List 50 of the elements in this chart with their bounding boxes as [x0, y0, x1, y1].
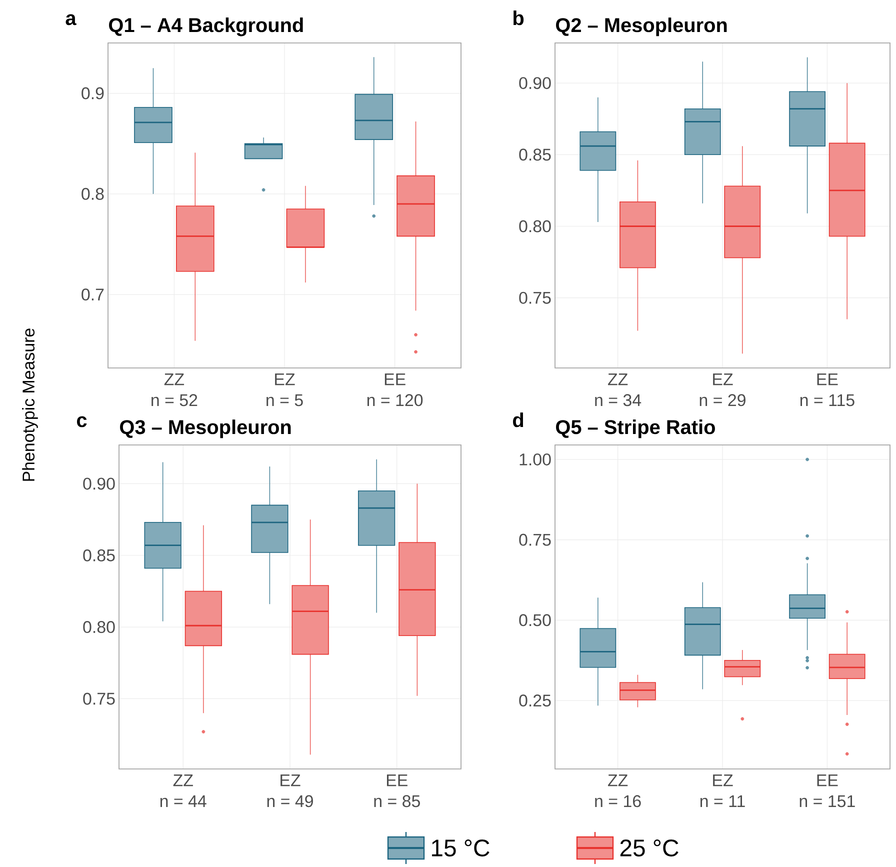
text: n = 16: [595, 795, 641, 808]
y-tick-label: 0.8: [82, 188, 104, 200]
y-tick-label: 0.85: [519, 148, 551, 161]
legend-label: 15 °C: [432, 840, 490, 856]
text: n = 44: [160, 795, 206, 807]
x-tick-label: ZZ: [608, 774, 628, 786]
x-tick-label: EZ: [275, 373, 295, 386]
y-tick-label: 0.80: [519, 220, 551, 232]
text: n = 29: [700, 394, 746, 406]
text: n = 11: [700, 795, 745, 807]
y-axis-title: Phenotypic Measure: [22, 328, 38, 481]
text: n = 52: [152, 394, 198, 406]
chart-title: Q1 – A4 Background: [109, 18, 303, 36]
y-tick-label: 0.80: [83, 621, 115, 634]
x-tick-label: ZZ: [173, 774, 193, 786]
y-tick-label: 0.85: [83, 549, 115, 562]
text: d: [513, 412, 524, 428]
y-tick-label: 0.7: [82, 288, 104, 301]
text: n = 5: [266, 394, 303, 406]
y-tick-label: 0.90: [83, 478, 115, 490]
text: n = 120: [367, 394, 423, 406]
x-tick-label: EE: [817, 373, 838, 386]
text: b: [514, 10, 524, 26]
y-tick-label: 0.75: [519, 534, 551, 546]
y-tick-label: 1.00: [520, 453, 551, 466]
legend-label: 25 °C: [620, 840, 678, 856]
text: a: [66, 14, 76, 26]
x-tick-label: EE: [817, 774, 838, 786]
x-tick-label: EE: [384, 373, 406, 386]
x-tick-label: ZZ: [164, 373, 184, 386]
y-tick-label: 0.75: [519, 292, 551, 304]
y-tick-label: 0.90: [519, 77, 551, 90]
x-tick-label: EE: [386, 774, 408, 786]
y-tick-label: 0.9: [82, 87, 104, 100]
text: n = 151: [800, 795, 855, 808]
y-tick-label: 0.75: [83, 692, 115, 705]
chart-title: Q3 – Mesopleuron: [120, 420, 291, 438]
y-tick-label: 0.50: [519, 614, 551, 626]
text: n = 49: [267, 795, 313, 808]
x-tick-label: EZ: [280, 774, 300, 786]
chart-title: Q5 – Stripe Ratio: [556, 420, 715, 438]
x-tick-label: EZ: [713, 373, 733, 386]
text: c: [76, 416, 87, 428]
text: n = 85: [374, 795, 420, 808]
text: n = 115: [800, 394, 854, 406]
y-tick-label: 0.25: [519, 694, 551, 707]
text: n = 34: [595, 394, 642, 406]
x-tick-label: EZ: [713, 774, 733, 786]
x-tick-label: ZZ: [608, 373, 628, 386]
chart-title: Q2 – Mesopleuron: [556, 18, 727, 36]
